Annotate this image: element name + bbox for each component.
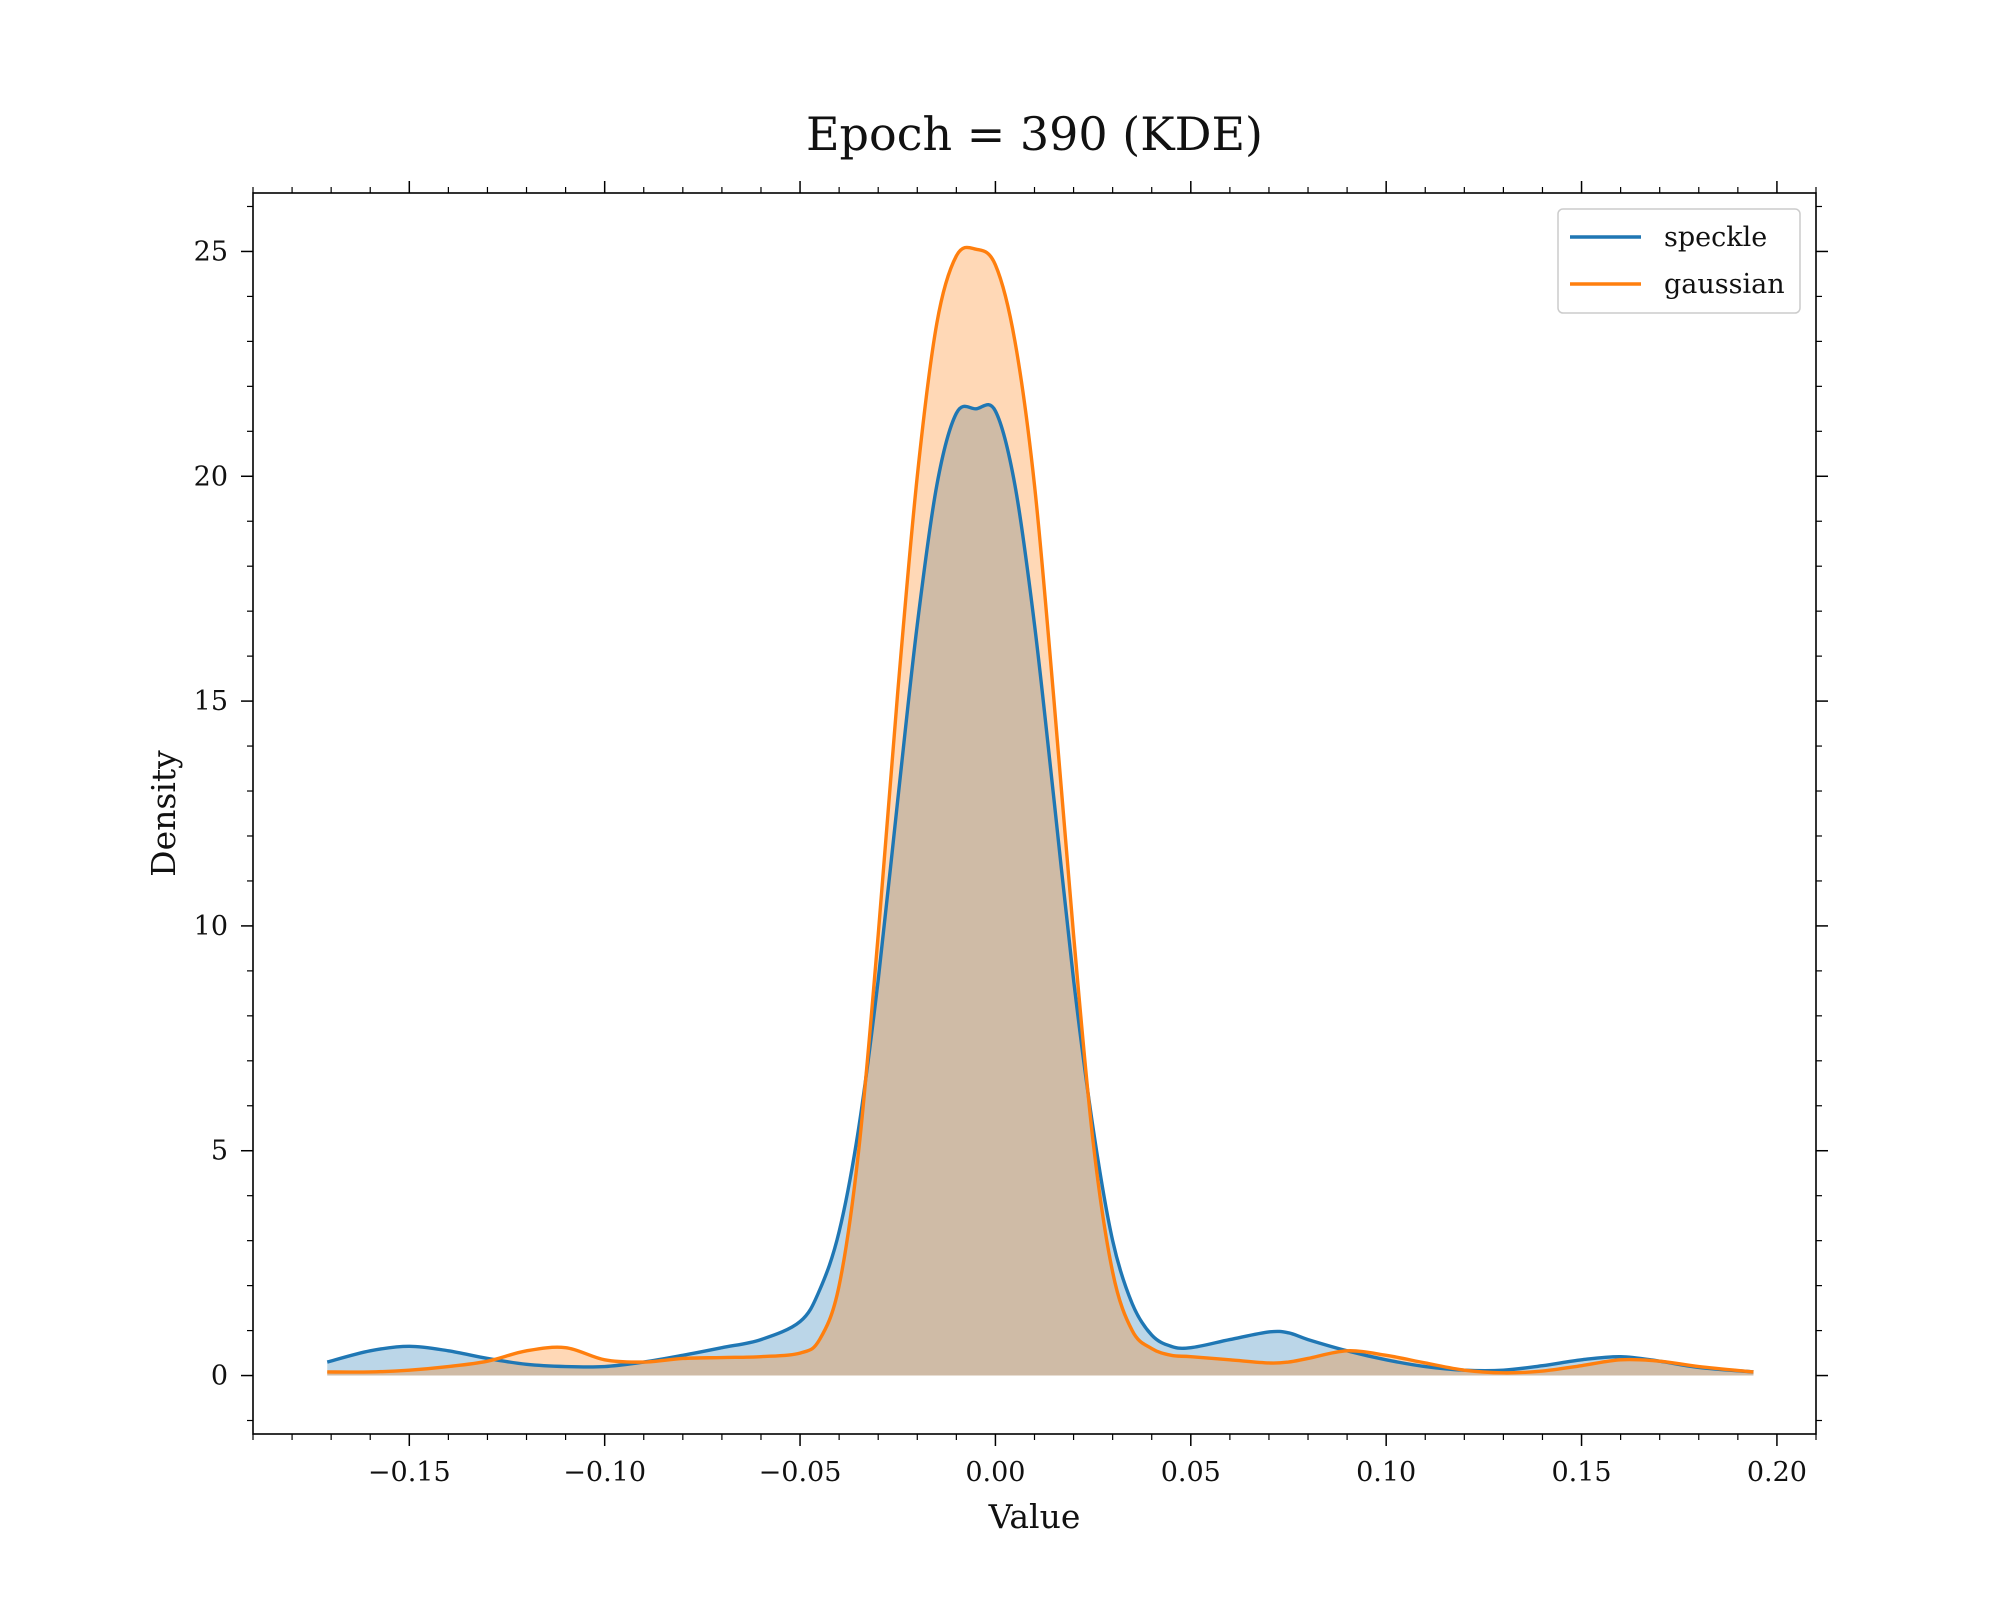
gaussian-kde-line: [327, 245, 1754, 1375]
legend-box: [1557, 208, 1801, 314]
axis-tick-labels: −0.15 −0.10 −0.05 0.00 0.05 0.10 0.15 0.20 0 5 10 1…: [194, 236, 1807, 1488]
y-tick-label: 20: [194, 461, 228, 492]
y-tick-label: 0: [211, 1361, 228, 1392]
x-tick-label: 0.20: [1747, 1457, 1807, 1488]
speckle-legend-label: speckle: [1664, 222, 1767, 253]
chart-title: Epoch = 390 (KDE): [806, 107, 1263, 161]
x-tick-label: 0.00: [965, 1457, 1025, 1488]
x-tick-label: −0.15: [368, 1457, 451, 1488]
legend: speckle gaussian: [1557, 208, 1801, 314]
gaussian-legend-label: gaussian: [1664, 269, 1785, 300]
y-tick-label: 10: [194, 911, 228, 942]
y-tick-label: 15: [194, 686, 228, 717]
y-tick-label: 5: [211, 1136, 228, 1167]
y-axis-label: Density: [144, 750, 183, 877]
x-tick-label: 0.05: [1161, 1457, 1221, 1488]
series-lines: [326, 245, 1754, 1375]
gaussian-fill-area: [327, 247, 1754, 1376]
axis-ticks: [241, 181, 1828, 1446]
series-fills: [327, 247, 1754, 1376]
x-tick-label: 0.10: [1356, 1457, 1416, 1488]
x-tick-label: −0.05: [759, 1457, 842, 1488]
speckle-kde-line: [326, 402, 1754, 1374]
speckle-fill-area: [327, 404, 1754, 1376]
y-tick-label: 25: [194, 236, 228, 267]
x-tick-label: 0.15: [1551, 1457, 1611, 1488]
x-tick-label: −0.10: [563, 1457, 646, 1488]
x-axis-label: Value: [988, 1497, 1081, 1536]
